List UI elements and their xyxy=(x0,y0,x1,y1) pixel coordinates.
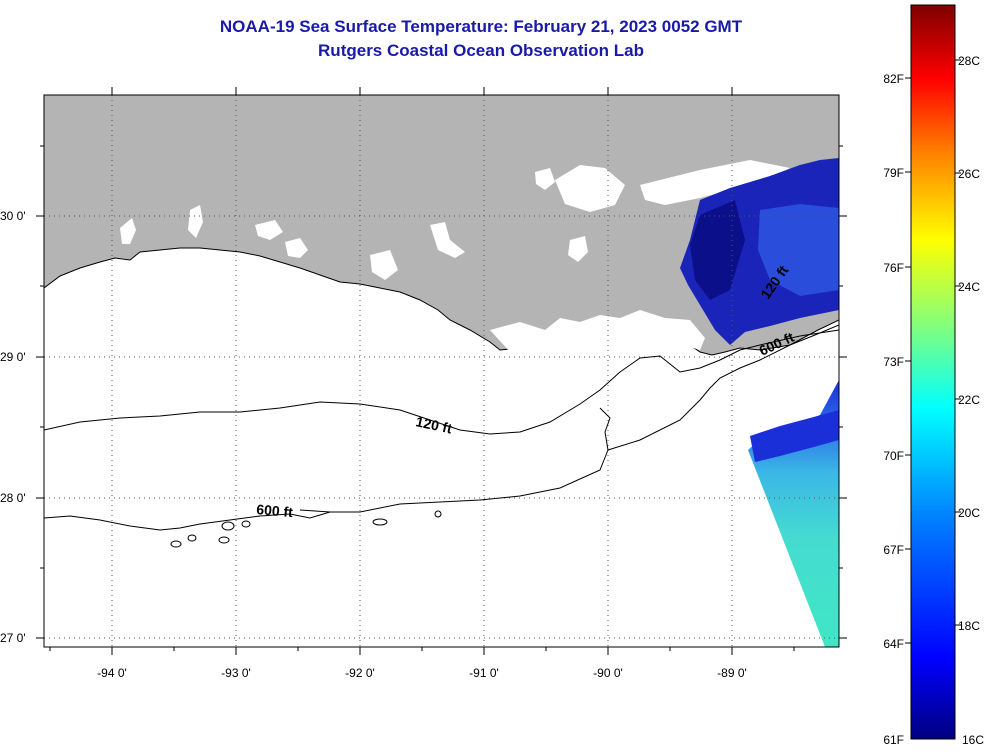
colorbar-c-label: 22C xyxy=(958,393,980,407)
colorbar-c-labels: 28C 26C 24C 22C 20C 18C 16C xyxy=(958,54,984,747)
colorbar-f-labels: 82F 79F 76F 73F 70F 67F 64F 61F xyxy=(883,72,904,747)
lat-label: 30 0' xyxy=(0,209,26,223)
colorbar xyxy=(910,4,956,740)
colorbar-c-label: 16C xyxy=(962,733,984,747)
colorbar-f-label: 76F xyxy=(883,261,904,275)
colorbar-f-label: 73F xyxy=(883,355,904,369)
delta-marsh xyxy=(490,310,705,352)
lat-label: 28 0' xyxy=(0,491,26,505)
colorbar-c-label: 26C xyxy=(958,167,980,181)
lake xyxy=(120,218,136,244)
map-border xyxy=(43,94,840,648)
colorbar-f-label: 79F xyxy=(883,166,904,180)
isobath-600ft xyxy=(44,511,360,531)
colorbar-ticks xyxy=(905,59,961,644)
lake xyxy=(568,236,588,262)
lon-labels: -94 0' -93 0' -92 0' -91 0' -90 0' -89 0… xyxy=(97,666,747,680)
colorbar-f-label: 70F xyxy=(883,449,904,463)
lake xyxy=(535,168,555,190)
lon-label: -94 0' xyxy=(97,666,127,680)
colorbar-f-label: 67F xyxy=(883,543,904,557)
axis-ticks xyxy=(36,87,847,655)
lake xyxy=(640,160,790,205)
colorbar-f-label: 82F xyxy=(883,72,904,86)
lake xyxy=(188,205,203,238)
colorbar-f-label: 61F xyxy=(883,733,904,747)
lat-labels: 30 0' 29 0' 28 0' 27 0' xyxy=(0,209,26,645)
colorbar-c-label: 18C xyxy=(958,619,980,633)
lake xyxy=(430,222,465,258)
colorbar-f-label: 64F xyxy=(883,637,904,651)
sst-patch-cold xyxy=(690,200,745,300)
lon-label: -91 0' xyxy=(469,666,499,680)
contour-label-600ft: 600 ft xyxy=(256,501,294,520)
colorbar-c-label: 28C xyxy=(958,54,980,68)
lon-label: -92 0' xyxy=(345,666,375,680)
lon-label: -90 0' xyxy=(593,666,623,680)
isobath-120ft xyxy=(44,329,839,435)
lake xyxy=(255,220,283,240)
graticule xyxy=(44,95,839,647)
lake xyxy=(285,238,308,258)
sst-swath-edge xyxy=(750,410,839,462)
lake xyxy=(370,250,398,280)
colorbar-c-label: 20C xyxy=(958,506,980,520)
contour-blobs xyxy=(170,510,442,548)
lon-label: -89 0' xyxy=(717,666,747,680)
contour-label-120ft: 120 ft xyxy=(414,413,453,436)
lat-label: 29 0' xyxy=(0,350,26,364)
colorbar-c-label: 24C xyxy=(958,280,980,294)
lon-label: -93 0' xyxy=(221,666,251,680)
map-title: NOAA-19 Sea Surface Temperature: Februar… xyxy=(219,17,743,36)
sst-patch-warm xyxy=(758,204,839,296)
lat-label: 27 0' xyxy=(0,631,26,645)
map-subtitle: Rutgers Coastal Ocean Observation Lab xyxy=(318,41,644,60)
